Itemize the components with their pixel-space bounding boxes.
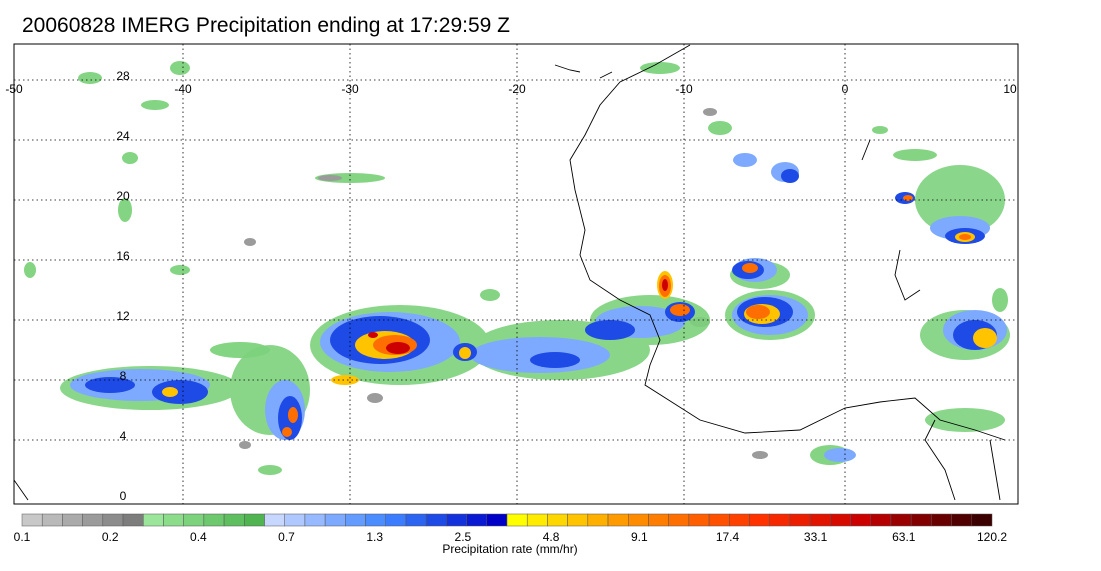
colorbar-tick-labels: 0.1 0.2 0.4 0.7 1.3 2.5 4.8 9.1 17.4 33.1 63.1 120.… bbox=[14, 530, 1008, 544]
colorbar-swatch bbox=[890, 513, 912, 527]
map-title: 20060828 IMERG Precipitation ending at 1… bbox=[22, 14, 510, 37]
lat-label: 28 bbox=[116, 69, 130, 83]
colorbar-tick-label: 120.2 bbox=[977, 530, 1007, 544]
colorbar-swatch bbox=[324, 513, 346, 527]
lon-label: -10 bbox=[675, 82, 693, 96]
colorbar-swatch bbox=[951, 513, 973, 527]
colorbar-swatch bbox=[729, 513, 750, 527]
colorbar-swatch bbox=[446, 513, 467, 527]
colorbar-caption: Precipitation rate (mm/hr) bbox=[442, 542, 578, 556]
lat-label: 24 bbox=[116, 129, 130, 143]
lat-label: 16 bbox=[116, 249, 130, 263]
precip-field bbox=[24, 61, 1010, 475]
colorbar-swatch bbox=[749, 513, 770, 527]
colorbar-swatch bbox=[971, 513, 993, 527]
lon-label: 0 bbox=[842, 82, 849, 96]
colorbar-swatch bbox=[769, 513, 791, 527]
colorbar-swatch bbox=[789, 513, 811, 527]
colorbar-swatch bbox=[345, 513, 366, 527]
colorbar-swatch bbox=[628, 513, 649, 527]
colorbar-tick-label: 4.8 bbox=[543, 530, 560, 544]
lat-label: 20 bbox=[116, 189, 130, 203]
colorbar-tick-label: 0.7 bbox=[278, 530, 295, 544]
colorbar-swatch bbox=[910, 513, 932, 527]
colorbar-swatch bbox=[82, 513, 104, 527]
colorbar-swatch bbox=[284, 513, 306, 527]
plot-frame bbox=[13, 43, 1019, 505]
colorbar-swatch bbox=[567, 513, 589, 527]
lat-label: 4 bbox=[120, 429, 127, 443]
colorbar-swatch bbox=[607, 513, 629, 527]
colorbar-swatch bbox=[385, 513, 407, 527]
colorbar-swatch bbox=[466, 513, 488, 527]
colorbar-swatch bbox=[830, 513, 851, 527]
colorbar-swatch bbox=[850, 513, 871, 527]
colorbar-swatch bbox=[143, 513, 164, 527]
grid bbox=[14, 44, 1018, 504]
colorbar-swatch bbox=[425, 513, 447, 527]
colorbar-swatch bbox=[526, 513, 548, 527]
colorbar-swatch bbox=[21, 513, 43, 527]
colorbar-swatch bbox=[163, 513, 184, 527]
colorbar-swatch bbox=[486, 513, 508, 527]
lon-label: -50 bbox=[5, 82, 23, 96]
colorbar-tick-label: 2.5 bbox=[455, 530, 472, 544]
colorbar-swatch bbox=[122, 513, 144, 527]
colorbar-swatch bbox=[931, 513, 952, 527]
colorbar-tick-label: 33.1 bbox=[804, 530, 828, 544]
colorbar-swatch bbox=[547, 513, 568, 527]
colorbar-swatch bbox=[41, 513, 63, 527]
colorbar-swatch bbox=[244, 513, 265, 527]
colorbar-tick-label: 0.1 bbox=[14, 530, 31, 544]
colorbar-swatch bbox=[183, 513, 205, 527]
colorbar-swatch bbox=[62, 513, 83, 527]
colorbar-swatch bbox=[708, 513, 730, 527]
colorbar-tick-label: 0.4 bbox=[190, 530, 207, 544]
colorbar-swatch bbox=[223, 513, 245, 527]
colorbar-swatch bbox=[648, 513, 669, 527]
colorbar-tick-label: 1.3 bbox=[366, 530, 383, 544]
lat-labels: 0 4 8 12 16 20 24 28 bbox=[116, 69, 130, 503]
lon-labels: -50 -40 -30 -20 -10 0 10 bbox=[5, 82, 1017, 96]
colorbar-swatch bbox=[506, 513, 528, 527]
colorbar-swatch bbox=[365, 513, 387, 527]
colorbar-swatch bbox=[809, 513, 831, 527]
colorbar-swatch bbox=[688, 513, 710, 527]
colorbar-swatch bbox=[870, 513, 892, 527]
lat-label: 12 bbox=[116, 309, 130, 323]
colorbar-swatch bbox=[264, 513, 285, 527]
lon-label: -20 bbox=[508, 82, 526, 96]
colorbar-swatch bbox=[102, 513, 124, 527]
colorbar-tick-label: 0.2 bbox=[102, 530, 119, 544]
colorbar-swatch bbox=[304, 513, 326, 527]
colorbar-tick-label: 9.1 bbox=[631, 530, 648, 544]
colorbar-swatch bbox=[405, 513, 427, 527]
colorbar-swatch bbox=[203, 513, 225, 527]
coastline bbox=[14, 44, 1006, 501]
lat-label: 0 bbox=[120, 489, 127, 503]
colorbar-tick-label: 63.1 bbox=[892, 530, 916, 544]
colorbar-swatch bbox=[668, 513, 690, 527]
lat-label: 8 bbox=[120, 369, 127, 383]
colorbar-swatch bbox=[587, 513, 609, 527]
lon-label: 10 bbox=[1003, 82, 1017, 96]
lon-label: -30 bbox=[341, 82, 359, 96]
colorbar-tick-label: 17.4 bbox=[716, 530, 740, 544]
lon-label: -40 bbox=[174, 82, 192, 96]
colorbar bbox=[21, 513, 993, 527]
